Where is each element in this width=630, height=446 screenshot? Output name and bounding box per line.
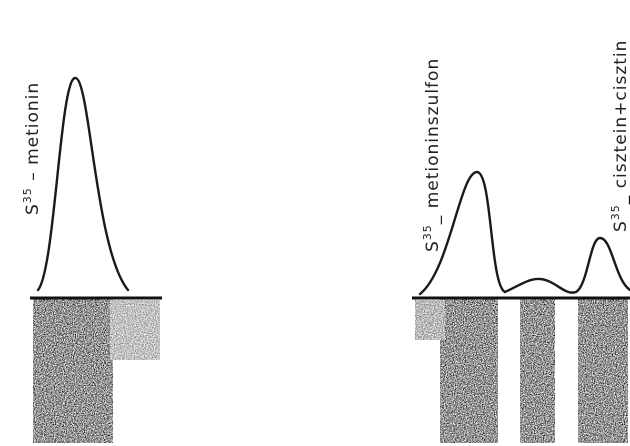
bands — [33, 298, 628, 443]
peak-label: S35_ metioninszulfon — [421, 58, 443, 252]
label-mass: 35 — [609, 204, 622, 220]
label-element: S — [423, 240, 443, 252]
band — [33, 298, 113, 443]
label-name: _ metioninszulfon — [423, 58, 443, 225]
label-name: _ cisztein+cisztin — [611, 40, 630, 206]
peak-curve — [418, 170, 630, 296]
label-mass: 35 — [421, 224, 434, 240]
peak-curve — [36, 76, 130, 292]
label-element: S — [23, 203, 43, 215]
label-element: S — [611, 220, 630, 232]
band-smear — [415, 300, 445, 340]
band-smear — [110, 300, 160, 360]
band — [520, 298, 555, 443]
band — [440, 298, 498, 443]
peak-label: S35 – metionin — [21, 82, 43, 215]
peak-label: S35_ cisztein+cisztin — [609, 40, 630, 232]
label-name: – metionin — [23, 82, 43, 187]
band — [578, 298, 628, 443]
label-mass: 35 — [21, 187, 34, 203]
